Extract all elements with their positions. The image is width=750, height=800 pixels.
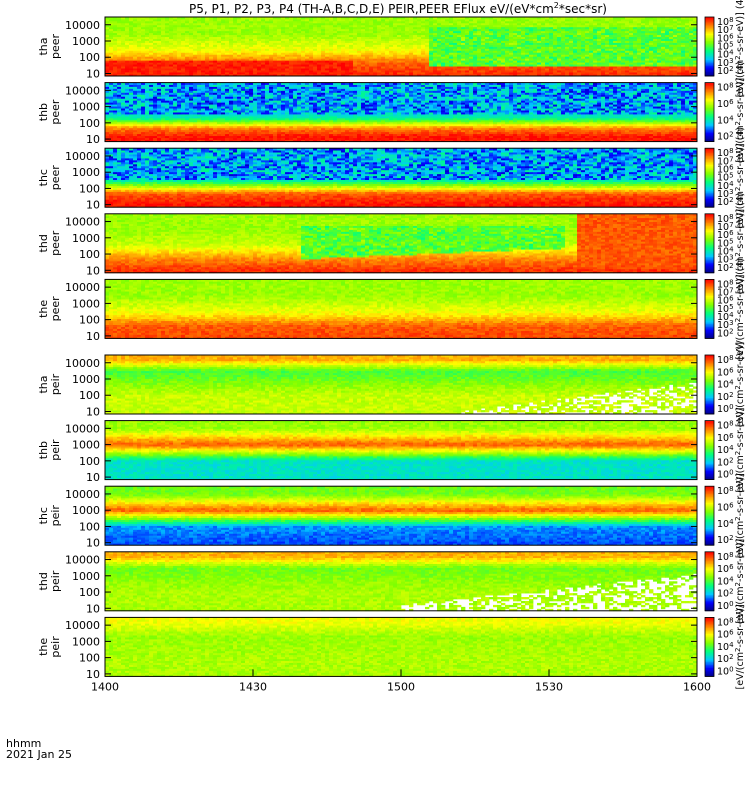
heatmap-cells (105, 17, 697, 76)
spectrogram-panels: 10100100010000thapeer1081071061051041031… (37, 0, 746, 689)
chart-title: P5, P1, P2, P3, P4 (TH-A,B,C,D,E) PEIR,P… (189, 1, 607, 16)
